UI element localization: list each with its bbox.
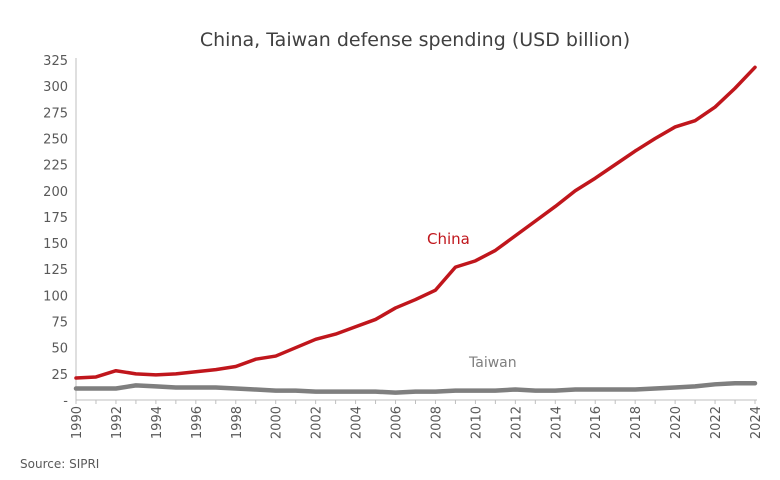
x-tick-label: 2014 xyxy=(549,406,564,439)
y-tick-label: 175 xyxy=(43,211,68,226)
y-tick-label: 25 xyxy=(51,368,68,383)
x-tick-label: 1996 xyxy=(190,406,205,439)
x-tick-label: 1992 xyxy=(110,406,125,439)
y-tick-label: 125 xyxy=(43,263,68,278)
x-tick-label: 2000 xyxy=(270,406,285,439)
y-tick-label: 275 xyxy=(43,106,68,121)
x-tick-label: 2002 xyxy=(310,406,325,439)
x-tick-label: 2022 xyxy=(709,406,724,439)
y-tick-label: 200 xyxy=(43,185,68,200)
y-tick-label: 325 xyxy=(43,54,68,69)
x-tick-label: 2006 xyxy=(390,406,405,439)
x-tick-label: 2016 xyxy=(589,406,604,439)
y-tick-label: 50 xyxy=(51,342,68,357)
y-tick-label: 150 xyxy=(43,237,68,252)
x-tick-labels: 1990 1992 1994 1996 1998 2000 2002 2004 2006 2008… xyxy=(70,400,764,439)
y-tick-label: - xyxy=(63,394,68,409)
series-label-china: China xyxy=(427,230,470,248)
y-tick-label: 300 xyxy=(43,80,68,95)
x-tick-label: 2010 xyxy=(469,406,484,439)
x-tick-label: 1990 xyxy=(70,406,85,439)
x-tick-label: 2012 xyxy=(509,406,524,439)
series-line-taiwan xyxy=(73,381,758,395)
series-label-taiwan: Taiwan xyxy=(468,355,517,371)
x-tick-label: 2020 xyxy=(669,406,684,439)
chart-title: China, Taiwan defense spending (USD bill… xyxy=(200,29,630,51)
x-tick-label: 2008 xyxy=(429,406,444,439)
y-tick-labels: - 25 50 75 100 125 150 175 200 225 250 275 300 325 xyxy=(43,54,68,409)
y-tick-label: 250 xyxy=(43,132,68,147)
x-tick-label: 1998 xyxy=(230,406,245,439)
source-note: Source: SIPRI xyxy=(20,457,99,471)
y-tick-label: 75 xyxy=(51,316,68,331)
y-tick-label: 225 xyxy=(43,159,68,174)
series-lines xyxy=(73,65,758,395)
x-tick-label: 2004 xyxy=(350,406,365,439)
x-tick-label: 2018 xyxy=(629,406,644,439)
series-line-china xyxy=(74,65,757,380)
x-tick-label: 2024 xyxy=(749,406,764,439)
y-tick-label: 100 xyxy=(43,289,68,304)
x-tick-label: 1994 xyxy=(150,406,165,439)
